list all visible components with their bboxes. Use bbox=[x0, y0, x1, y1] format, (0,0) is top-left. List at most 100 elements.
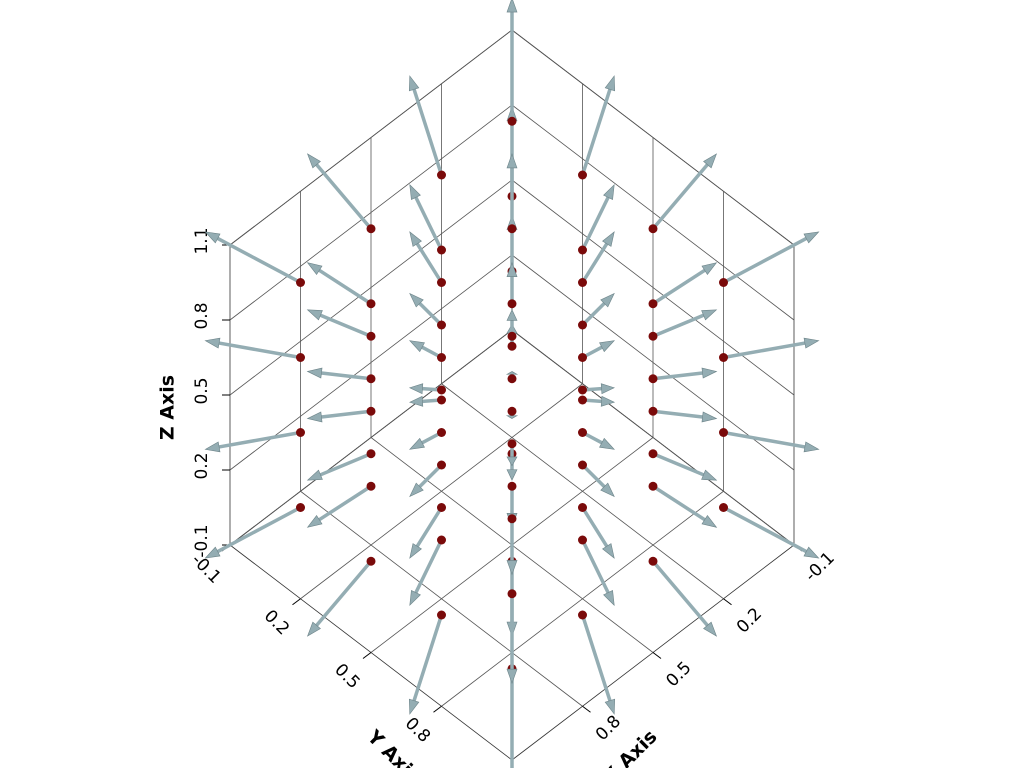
arrow-shaft bbox=[321, 371, 372, 381]
arrow-shaft bbox=[319, 313, 372, 338]
arrow bbox=[652, 452, 718, 481]
arrow bbox=[582, 383, 616, 395]
point bbox=[507, 374, 517, 384]
arrow-shaft bbox=[315, 560, 373, 627]
x-tick-label: 0.5 bbox=[662, 658, 695, 691]
arrow-head bbox=[204, 441, 221, 453]
arrow-head bbox=[604, 75, 616, 92]
arrow bbox=[408, 75, 444, 176]
point bbox=[366, 224, 376, 234]
point bbox=[648, 299, 658, 309]
arrow bbox=[722, 231, 820, 285]
arrow-head bbox=[409, 482, 424, 498]
point bbox=[648, 556, 658, 566]
point bbox=[366, 299, 376, 309]
point bbox=[719, 353, 728, 362]
arrow-shaft bbox=[580, 614, 612, 702]
arrow-head bbox=[204, 546, 221, 559]
arrow-shaft bbox=[652, 268, 706, 306]
arrow-head bbox=[803, 337, 820, 349]
point bbox=[578, 278, 587, 287]
point bbox=[366, 374, 376, 384]
arrow bbox=[506, 518, 518, 576]
arrow bbox=[204, 231, 302, 285]
z-tick-label: 0.2 bbox=[192, 452, 212, 479]
arrow-head bbox=[803, 231, 820, 244]
point bbox=[366, 331, 376, 341]
arrow-head bbox=[306, 411, 323, 423]
arrow-head bbox=[506, 469, 518, 481]
arrow bbox=[581, 340, 616, 360]
arrow bbox=[723, 337, 820, 360]
grid-line bbox=[300, 383, 583, 600]
z-axis-title: Z Axis bbox=[157, 375, 179, 440]
arrow-head bbox=[506, 560, 518, 576]
arrow bbox=[409, 463, 443, 498]
arrow-head bbox=[306, 514, 323, 528]
arrow-head bbox=[506, 309, 518, 321]
x-tick-label: 0.2 bbox=[733, 604, 766, 637]
arrow-shaft bbox=[652, 452, 705, 477]
point bbox=[507, 116, 517, 126]
arrow bbox=[580, 539, 615, 607]
arrow-shaft bbox=[216, 505, 302, 554]
point bbox=[648, 224, 658, 234]
point bbox=[648, 481, 658, 491]
arrow bbox=[306, 484, 372, 528]
arrow-shaft bbox=[652, 313, 705, 338]
arrow-shaft bbox=[412, 614, 444, 702]
point bbox=[578, 170, 587, 180]
arrow-head bbox=[600, 292, 615, 308]
arrow bbox=[723, 430, 820, 453]
point bbox=[578, 460, 587, 470]
tick-mark bbox=[723, 598, 732, 606]
arrow-shaft bbox=[318, 484, 372, 522]
arrow-head bbox=[600, 395, 616, 407]
arrow-shaft bbox=[722, 236, 808, 285]
arrow-head bbox=[701, 262, 718, 276]
point bbox=[578, 535, 587, 545]
arrow-head bbox=[599, 340, 616, 353]
grid-line bbox=[511, 254, 795, 471]
arrow-head bbox=[701, 411, 718, 423]
point bbox=[366, 481, 376, 491]
point bbox=[507, 514, 517, 524]
arrow bbox=[506, 153, 518, 229]
arrow-head bbox=[701, 309, 718, 321]
arrow-shaft bbox=[315, 163, 373, 230]
arrow bbox=[409, 506, 443, 559]
point bbox=[578, 245, 587, 255]
arrow bbox=[306, 309, 372, 338]
point bbox=[437, 245, 446, 255]
arrow bbox=[582, 395, 616, 407]
arrow bbox=[510, 668, 514, 768]
grid-line bbox=[229, 329, 513, 546]
point bbox=[296, 353, 305, 362]
arrow-shaft bbox=[581, 302, 606, 327]
arrow bbox=[408, 614, 444, 715]
point bbox=[507, 589, 517, 599]
arrow bbox=[306, 452, 372, 481]
arrow-head bbox=[599, 437, 616, 450]
arrow-shaft bbox=[218, 341, 301, 360]
arrow-shaft bbox=[652, 409, 703, 419]
arrow-head bbox=[408, 383, 424, 395]
point bbox=[437, 460, 446, 470]
arrow-shaft bbox=[581, 506, 609, 548]
arrow bbox=[306, 560, 373, 637]
arrow-shaft bbox=[580, 88, 612, 176]
arrow-head bbox=[408, 698, 420, 715]
point bbox=[437, 278, 446, 287]
arrow bbox=[652, 309, 718, 338]
arrow-head bbox=[602, 543, 615, 559]
arrow-head bbox=[409, 292, 424, 308]
arrow bbox=[506, 0, 518, 122]
point bbox=[507, 439, 517, 449]
arrow-head bbox=[803, 441, 820, 453]
arrow-shaft bbox=[318, 268, 372, 306]
arrow bbox=[306, 409, 372, 423]
arrow-head bbox=[409, 231, 422, 247]
arrow bbox=[651, 560, 718, 637]
